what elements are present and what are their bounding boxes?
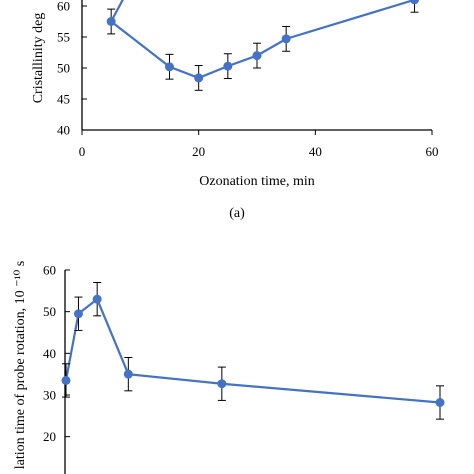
x-tick-label: 40 [309, 144, 322, 159]
y-tick-label: 20 [43, 429, 56, 444]
y-tick-label: 60 [57, 0, 70, 14]
series-line-a-continuation [110, 0, 124, 23]
x-axis-title-a: Ozonation time, min [199, 174, 314, 189]
series-a [106, 0, 419, 91]
y-tick-label: 45 [57, 92, 70, 107]
data-point-a [165, 62, 174, 72]
data-point-b [217, 379, 227, 389]
series-b [61, 282, 445, 420]
y-ticks-b: 10 20 30 40 50 60 [43, 263, 70, 474]
data-point-b [435, 398, 445, 407]
y-ticks-a: 40 45 50 55 60 [57, 0, 87, 138]
y-tick-label: 55 [57, 30, 70, 45]
data-point-a [410, 0, 419, 5]
chart-panel-a: 40 45 50 55 60 0 20 40 60 Cristallinity deg Ozo… [31, 0, 439, 221]
y-tick-label: 30 [43, 388, 56, 403]
data-point-a [106, 17, 116, 26]
data-point-b [73, 309, 83, 319]
x-tick-label: 60 [426, 144, 439, 159]
y-tick-label: 40 [43, 346, 56, 361]
y-tick-label: 60 [43, 263, 56, 278]
data-point-a [252, 51, 262, 61]
y-axis-title-a: Cristallinity deg [31, 13, 46, 104]
panel-label-a: (a) [229, 206, 245, 221]
y-axis-title-b: lation time of probe rotation, 10 ⁻¹⁰ s [13, 261, 28, 470]
data-point-a [194, 73, 204, 83]
y-tick-label: 40 [57, 123, 70, 138]
data-point-a [223, 61, 233, 71]
series-line-a [110, 0, 415, 80]
y-tick-label: 10 [43, 471, 56, 474]
y-tick-label: 50 [57, 61, 70, 76]
data-point-b [92, 294, 102, 304]
series-line-b [64, 297, 441, 404]
x-tick-label: 20 [192, 144, 205, 159]
data-point-a [281, 34, 291, 44]
x-tick-label: 0 [79, 144, 86, 159]
chart-panel-b: 10 20 30 40 50 60 lation time of probe rotati… [13, 261, 445, 474]
y-tick-label: 50 [43, 304, 56, 319]
data-point-b [61, 375, 71, 385]
data-point-b [123, 369, 133, 379]
x-ticks-a: 0 20 40 60 [79, 130, 439, 159]
